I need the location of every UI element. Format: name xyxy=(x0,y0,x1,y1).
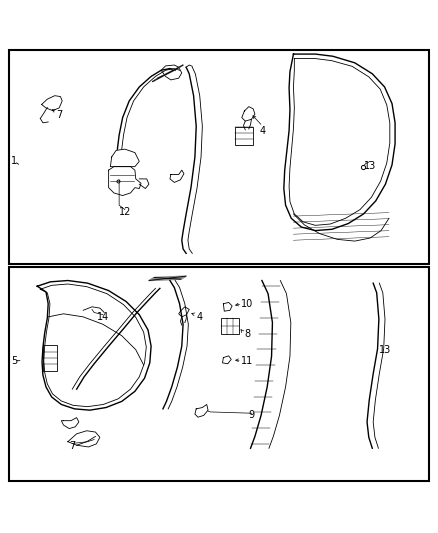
Text: 10: 10 xyxy=(241,298,254,309)
Text: 13: 13 xyxy=(364,161,376,171)
Text: 9: 9 xyxy=(249,410,255,421)
Bar xyxy=(43,345,57,371)
Polygon shape xyxy=(152,65,183,82)
Text: 7: 7 xyxy=(56,110,62,120)
Text: 13: 13 xyxy=(379,345,392,355)
Text: 4: 4 xyxy=(260,126,266,136)
Polygon shape xyxy=(149,276,186,280)
Text: 5: 5 xyxy=(11,356,17,366)
Text: 4: 4 xyxy=(196,312,202,322)
Bar xyxy=(221,318,239,334)
Bar xyxy=(9,268,429,481)
Text: 11: 11 xyxy=(241,356,254,366)
Bar xyxy=(235,127,253,145)
Text: 8: 8 xyxy=(244,329,251,340)
Text: 7: 7 xyxy=(69,441,75,451)
Text: 12: 12 xyxy=(119,207,131,217)
Text: 14: 14 xyxy=(97,312,109,322)
Text: 1: 1 xyxy=(11,156,17,166)
Bar xyxy=(9,50,429,264)
